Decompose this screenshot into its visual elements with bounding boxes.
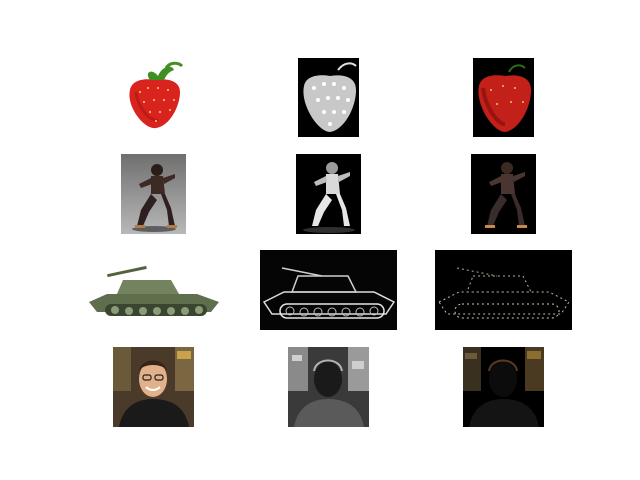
strawberry-saliency-map <box>298 58 359 137</box>
dancer-masked-overlay <box>471 154 536 234</box>
tank-original-image <box>87 260 221 322</box>
dancer-saliency-map <box>296 154 361 234</box>
tank-saliency-map <box>260 250 397 330</box>
portrait-masked-overlay <box>463 347 544 427</box>
dancer-original-image <box>121 154 186 234</box>
tank-masked-overlay <box>435 250 572 330</box>
strawberry-original-image <box>122 58 184 131</box>
strawberry-masked-overlay <box>473 58 534 137</box>
portrait-original-image <box>113 347 194 427</box>
portrait-saliency-map <box>288 347 369 427</box>
